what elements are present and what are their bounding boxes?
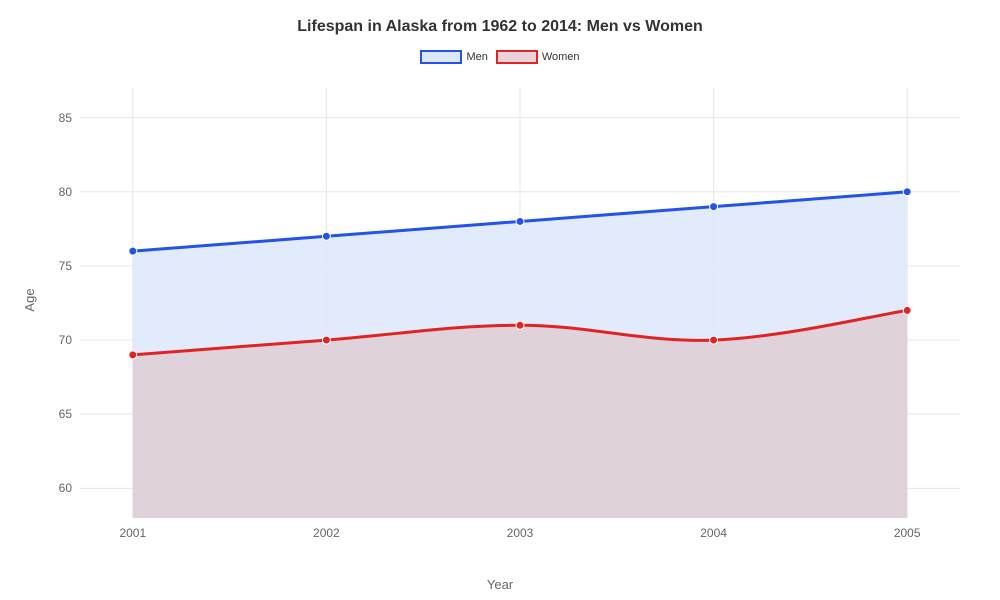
y-tick-label: 85 <box>59 111 72 125</box>
y-tick-label: 60 <box>59 481 72 495</box>
x-tick-label: 2004 <box>700 526 727 540</box>
data-point[interactable] <box>903 188 911 196</box>
legend-item-women: Women <box>496 50 580 64</box>
x-axis-label: Year <box>487 577 513 592</box>
legend-item-men: Men <box>420 50 487 64</box>
y-tick-label: 80 <box>59 185 72 199</box>
y-tick-label: 70 <box>59 333 72 347</box>
legend-label-men: Men <box>466 51 487 63</box>
x-tick-label: 2003 <box>507 526 534 540</box>
plot-svg <box>80 88 960 518</box>
y-tick-label: 75 <box>59 259 72 273</box>
x-tick-label: 2002 <box>313 526 340 540</box>
data-point[interactable] <box>516 321 524 329</box>
data-point[interactable] <box>710 203 718 211</box>
legend: Men Women <box>0 50 1000 64</box>
data-point[interactable] <box>322 336 330 344</box>
data-point[interactable] <box>322 232 330 240</box>
x-tick-label: 2001 <box>119 526 146 540</box>
data-point[interactable] <box>710 336 718 344</box>
y-tick-label: 65 <box>59 407 72 421</box>
data-point[interactable] <box>903 306 911 314</box>
chart-container: Lifespan in Alaska from 1962 to 2014: Me… <box>0 0 1000 600</box>
legend-swatch-women <box>496 50 538 64</box>
data-point[interactable] <box>129 247 137 255</box>
x-tick-label: 2005 <box>894 526 921 540</box>
chart-title: Lifespan in Alaska from 1962 to 2014: Me… <box>0 0 1000 36</box>
data-point[interactable] <box>516 217 524 225</box>
plot-area: 60657075808520012002200320042005 <box>80 88 960 518</box>
legend-swatch-men <box>420 50 462 64</box>
data-point[interactable] <box>129 351 137 359</box>
y-axis-label: Age <box>22 288 37 311</box>
legend-label-women: Women <box>542 51 580 63</box>
